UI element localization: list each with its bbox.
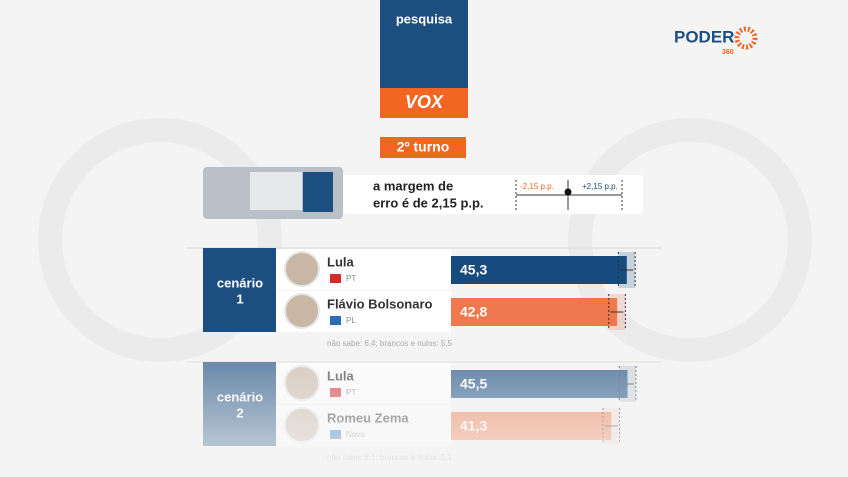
avatar <box>284 293 320 329</box>
brand-sub: 360 <box>722 49 734 56</box>
scenario-box <box>203 248 276 332</box>
party-label: PT <box>346 274 356 283</box>
survey-label: pesquisa <box>396 11 453 26</box>
candidate-name: Lula <box>327 254 354 269</box>
party-icon <box>330 274 341 283</box>
avatar <box>284 251 320 287</box>
bar <box>451 256 627 284</box>
round-label: 2º turno <box>397 139 450 155</box>
plus-label: +2,15 p.p. <box>582 182 618 191</box>
margin-text: erro é de 2,15 p.p. <box>373 195 484 210</box>
pollster-box <box>380 88 468 118</box>
survey-box <box>380 0 468 88</box>
scenario-title: cenário <box>217 275 263 290</box>
ballot-keypad <box>303 172 333 212</box>
value-label: 42,8 <box>460 304 487 320</box>
bar <box>451 298 618 326</box>
margin-dot <box>564 188 572 196</box>
scenario-number: 1 <box>236 291 243 306</box>
round-box <box>380 137 466 158</box>
pollster-logo: VOX <box>405 92 444 112</box>
margin-text: a margem de <box>373 178 453 193</box>
minus-label: -2,15 p.p. <box>520 182 554 191</box>
party-icon <box>330 316 341 325</box>
watermark <box>38 118 812 362</box>
party-label: PL <box>346 316 356 325</box>
value-label: 45,3 <box>460 262 487 278</box>
ballot-screen <box>250 172 302 210</box>
fade-overlay <box>187 360 667 477</box>
brand: PODER <box>674 27 734 46</box>
candidate-name: Flávio Bolsonaro <box>327 296 433 311</box>
brand-sun <box>734 26 758 50</box>
note: não sabe: 6,4; brancos e nulos: 5,5 <box>327 339 453 348</box>
